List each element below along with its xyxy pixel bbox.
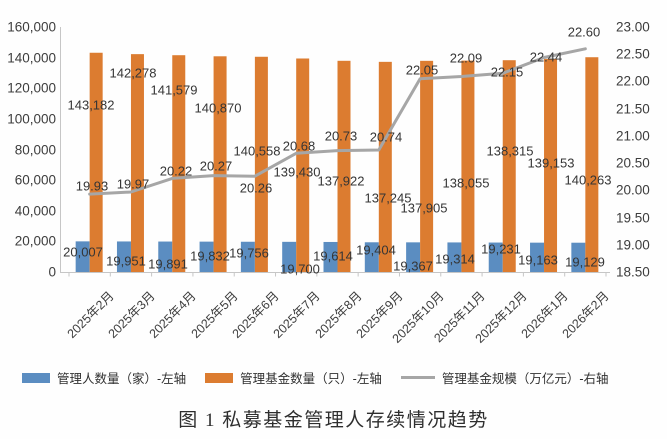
bar-managers-count <box>571 242 586 272</box>
bar-funds-count <box>254 56 268 272</box>
bar-managers-count <box>240 241 255 272</box>
line-fund-scale <box>88 47 587 196</box>
figure-caption: 图 1 私募基金管理人存续情况趋势 <box>178 410 489 431</box>
legend-item-fund-scale: 管理基金规模（万亿元）-右轴 <box>400 368 609 387</box>
bar-managers-count <box>364 242 379 272</box>
legend-swatch-funds-count <box>205 372 234 383</box>
chart-legend: 管理人数量（家）-左轴 管理基金数量（只）-左轴 管理基金规模（万亿元）-右轴 <box>22 368 609 387</box>
legend-label-fund-scale: 管理基金规模（万亿元）-右轴 <box>441 372 609 386</box>
legend-label-funds-count: 管理基金数量（只）-左轴 <box>240 372 382 386</box>
bar-funds-count <box>378 61 392 272</box>
bar-funds-count <box>89 52 103 272</box>
bar-funds-count <box>502 60 516 272</box>
bar-managers-count <box>282 241 297 272</box>
bar-funds-count <box>130 54 144 273</box>
bar-funds-count <box>585 57 599 272</box>
bar-funds-count <box>420 60 434 272</box>
bar-funds-count <box>172 55 186 273</box>
legend-item-managers-count: 管理人数量（家）-左轴 <box>22 368 186 387</box>
bar-funds-count <box>461 60 475 272</box>
bar-managers-count <box>406 242 421 272</box>
legend-swatch-managers-count <box>22 372 50 383</box>
bar-funds-count <box>296 58 310 272</box>
chart-plot-area <box>60 27 610 277</box>
legend-swatch-fund-scale-line <box>400 376 435 379</box>
bar-funds-count <box>337 60 351 272</box>
bar-managers-count <box>323 241 338 272</box>
bar-managers-count <box>530 242 545 272</box>
legend-label-managers-count: 管理人数量（家）-左轴 <box>57 372 187 386</box>
bar-managers-count <box>447 242 462 272</box>
bar-funds-count <box>213 56 227 272</box>
bar-managers-count <box>158 241 173 272</box>
bar-managers-count <box>199 241 214 272</box>
legend-item-funds-count: 管理基金数量（只）-左轴 <box>205 368 382 387</box>
bar-managers-count <box>75 241 90 272</box>
bar-managers-count <box>488 242 503 272</box>
bar-managers-count <box>116 241 131 272</box>
bar-funds-count <box>544 58 558 273</box>
